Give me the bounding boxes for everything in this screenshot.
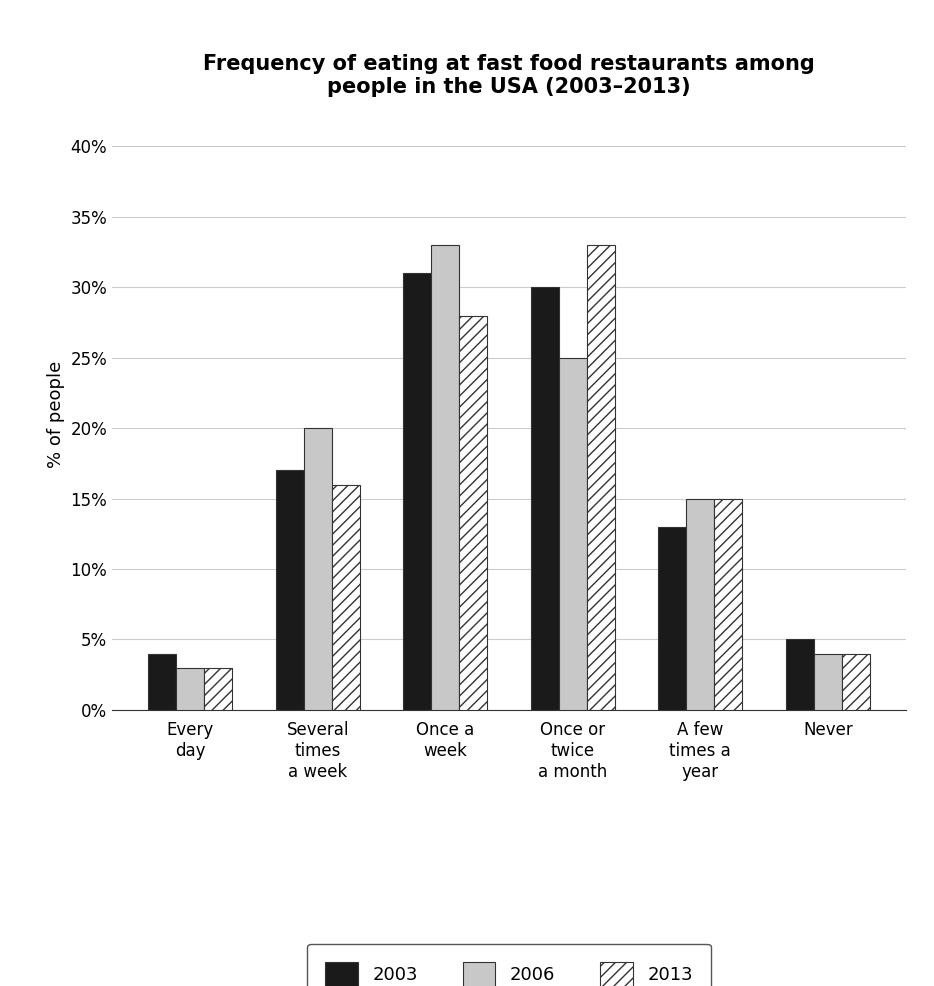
Bar [149, 654, 177, 710]
Bar [587, 246, 615, 710]
Bar [332, 484, 360, 710]
Bar [304, 428, 332, 710]
Legend: 2003, 2006, 2013: 2003, 2006, 2013 [307, 944, 711, 986]
Bar [658, 527, 686, 710]
Bar [785, 640, 814, 710]
Bar [814, 654, 842, 710]
Bar [432, 246, 460, 710]
Y-axis label: % of people: % of people [47, 361, 65, 467]
Bar [205, 668, 233, 710]
Bar [460, 316, 488, 710]
Bar [715, 499, 743, 710]
Bar [686, 499, 715, 710]
Bar [531, 287, 559, 710]
Bar [403, 273, 432, 710]
Bar [559, 358, 587, 710]
Bar [842, 654, 870, 710]
Bar [276, 470, 304, 710]
Bar [177, 668, 205, 710]
Title: Frequency of eating at fast food restaurants among
people in the USA (2003–2013): Frequency of eating at fast food restaur… [204, 54, 814, 98]
